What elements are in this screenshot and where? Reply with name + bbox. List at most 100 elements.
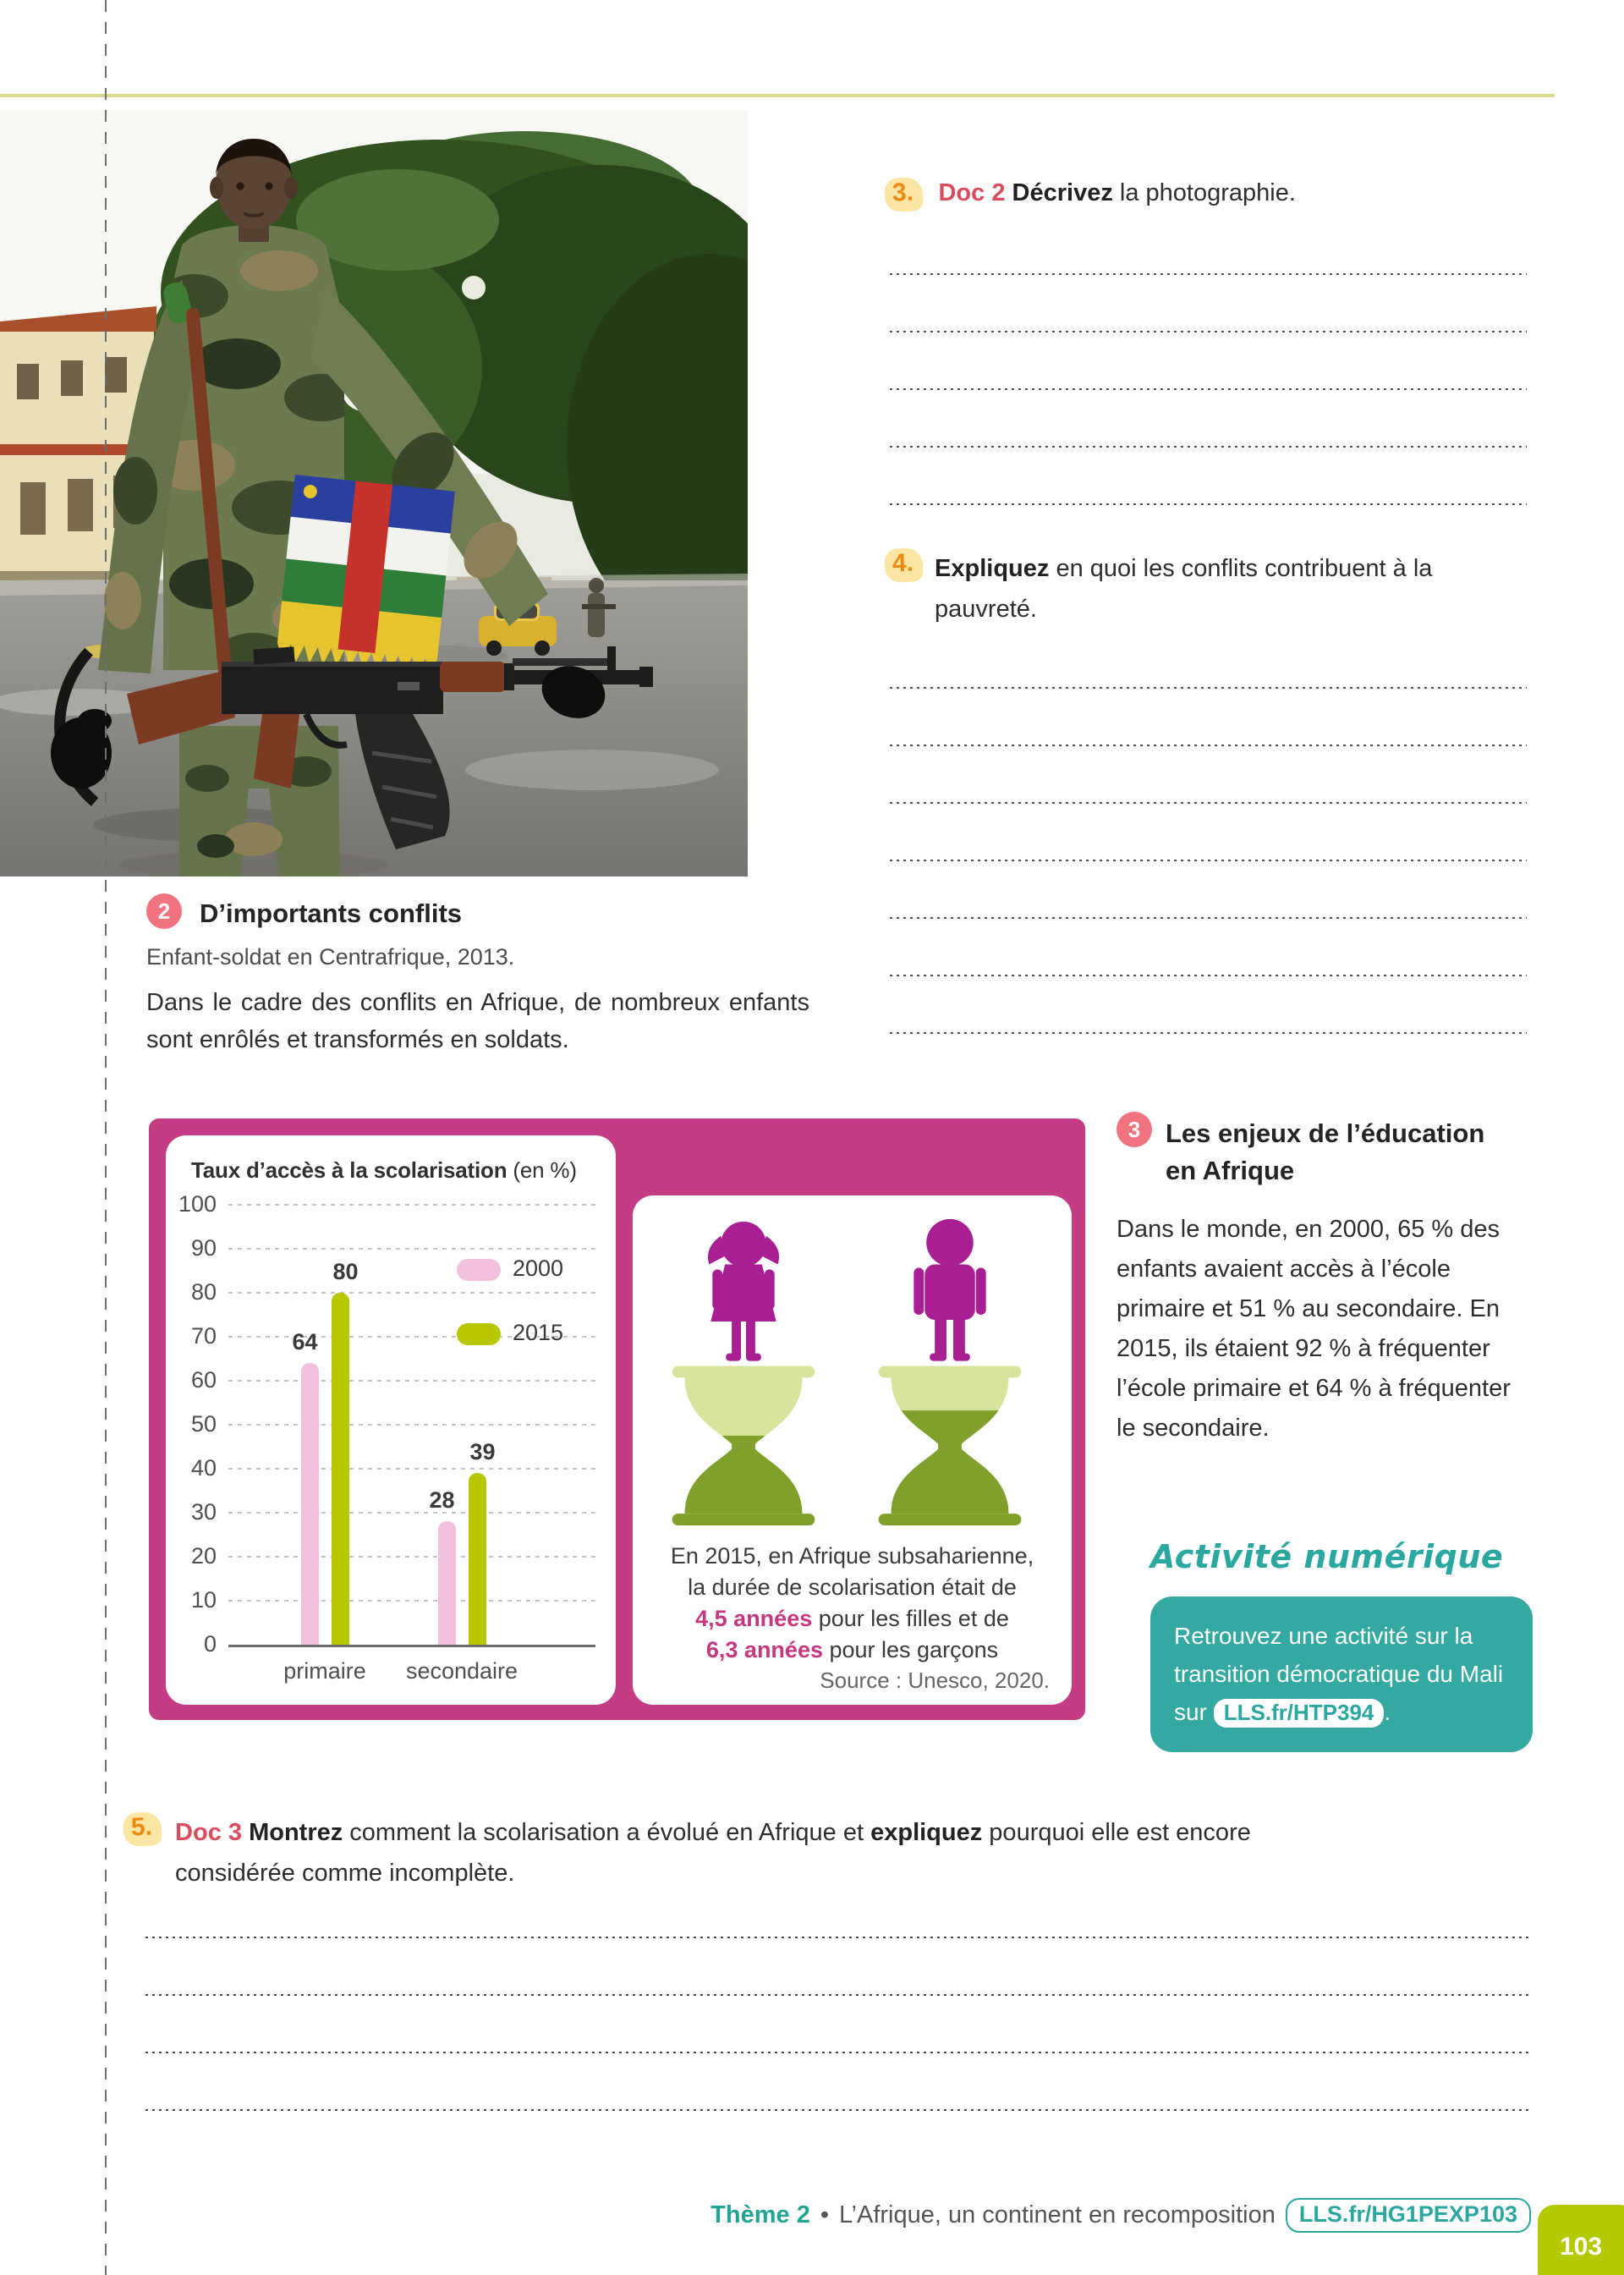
gridline: [228, 1512, 595, 1514]
y-tick-label: 30: [190, 1499, 217, 1525]
gridline: [228, 1204, 595, 1206]
girl-hourglass-icon: [672, 1221, 815, 1526]
category-label-secondaire: secondaire: [405, 1658, 518, 1684]
gridline: [228, 1292, 595, 1294]
doc3-body: Dans le monde, en 2000, 65 % des enfants…: [1116, 1216, 1511, 1442]
question-4-text: en quoi les conflits contribuent à la pa…: [935, 555, 1433, 623]
bar-2000-secondaire: [438, 1521, 456, 1645]
source-label: Source : Unesco, 2020.: [820, 1668, 1050, 1693]
y-tick-label: 100: [178, 1191, 217, 1217]
y-tick-label: 60: [190, 1367, 217, 1393]
question-4: 4. Expliquez en quoi les conflits contri…: [884, 547, 1476, 629]
picto-caption: En 2015, en Afrique subsaharienne, la du…: [633, 1541, 1072, 1666]
question-5-number-highlight: 5.: [123, 1811, 162, 1847]
bar-value-label: 64: [292, 1329, 318, 1355]
answer-line: [890, 388, 1527, 391]
doc3-title-line2: en Afrique: [1166, 1156, 1295, 1185]
answer-line: [145, 1937, 1531, 1939]
gridline: [228, 1424, 595, 1426]
question-5-text: pourquoi elle est encore considérée comm…: [175, 1819, 1251, 1887]
bar-2015-secondaire: [469, 1473, 486, 1645]
answer-line: [890, 503, 1527, 506]
question-3: 3. Doc 2 Décrivez la photographie.: [884, 173, 1296, 213]
footer-chapter-title: L’Afrique, un continent en recomposition: [839, 2201, 1276, 2228]
rifle: [54, 646, 653, 849]
answer-line: [145, 2052, 1531, 2054]
question-3-text: la photographie.: [1112, 179, 1296, 206]
picto-caption-line1: En 2015, en Afrique subsaharienne,: [670, 1543, 1034, 1569]
question-3-doc-ref: Doc 2: [938, 179, 1006, 206]
doc3-title: Les enjeux de l’éducation en Afrique: [1166, 1115, 1484, 1190]
question-5-doc-ref: Doc 3: [175, 1819, 243, 1846]
y-tick-label: 80: [190, 1279, 217, 1305]
category-label-primaire: primaire: [283, 1658, 366, 1684]
y-tick-label: 0: [203, 1631, 217, 1657]
activite-numerique-box: Retrouvez une activité sur la transition…: [1150, 1596, 1533, 1752]
question-4-number: 4.: [892, 548, 914, 578]
margin-dashed-line: [105, 0, 107, 2275]
gridline: [228, 1336, 595, 1338]
legend-swatch-2000: [457, 1259, 501, 1281]
answer-line: [890, 860, 1527, 862]
activite-link[interactable]: LLS.fr/HTP394: [1213, 1699, 1385, 1728]
photo-illustration: [0, 110, 748, 876]
chart-title: Taux d’accès à la scolarisation (en %): [191, 1157, 577, 1184]
gridline: [228, 1468, 595, 1470]
question-3-number-highlight: 3.: [884, 177, 924, 212]
answer-line: [890, 745, 1527, 747]
doc2-title: D’importants conflits: [200, 898, 463, 928]
question-5-number: 5.: [130, 1812, 153, 1842]
question-5-text-middle: comment la scolarisation a évolué en Afr…: [343, 1819, 871, 1846]
y-tick-label: 50: [190, 1411, 217, 1437]
question-5-verb: Montrez: [249, 1819, 343, 1846]
picto-girls-value: 4,5 années: [695, 1606, 813, 1631]
answer-line: [145, 1994, 1531, 1997]
picto-caption-line2: la durée de scolarisation était de: [688, 1574, 1017, 1600]
question-4-number-highlight: 4.: [884, 547, 924, 583]
answer-line: [890, 273, 1527, 276]
activite-text: Retrouvez une activité sur la transition…: [1174, 1623, 1504, 1725]
footer: Thème 2 • L’Afrique, un continent en rec…: [710, 2198, 1531, 2233]
bar-chart: 0 10 20 30 40 50 60 70 80 90 100 64 28 80 39: [166, 1135, 616, 1705]
gridline: [228, 1248, 595, 1250]
gridline: [228, 1380, 595, 1382]
y-tick-label: 70: [190, 1323, 217, 1349]
answer-lines-q4: [890, 687, 1527, 1090]
y-tick-label: 40: [190, 1455, 217, 1481]
picto-boys-value: 6,3 années: [705, 1637, 823, 1662]
picto-caption-line4: pour les garçons: [822, 1637, 999, 1662]
footer-bullet: •: [820, 2201, 829, 2228]
answer-line: [890, 975, 1527, 977]
legend-label-2000: 2000: [513, 1256, 564, 1281]
car-flag: [277, 475, 455, 677]
activite-text-end: .: [1384, 1699, 1391, 1725]
question-5-verb2: expliquez: [870, 1819, 983, 1846]
y-tick-label: 20: [190, 1543, 217, 1569]
doc3-picto-panel: En 2015, en Afrique subsaharienne, la du…: [633, 1195, 1072, 1705]
doc2-caption: Enfant-soldat en Centrafrique, 2013.: [146, 944, 515, 970]
answer-line: [890, 802, 1527, 805]
answer-line: [890, 446, 1527, 448]
footer-link[interactable]: LLS.fr/HG1PEXP103: [1285, 2198, 1531, 2233]
chart-title-unit: (en %): [507, 1157, 577, 1183]
picto-caption-line3: pour les filles et de: [812, 1606, 1009, 1631]
chart-title-bold: Taux d’accès à la scolarisation: [191, 1157, 508, 1183]
question-5: 5. Doc 3 Montrez comment la scolarisatio…: [123, 1811, 1376, 1893]
x-axis: [228, 1645, 595, 1647]
doc2-badge: 2: [146, 893, 182, 929]
bar-2000-primaire: [301, 1363, 319, 1645]
gridline: [228, 1600, 595, 1602]
bar-2015-primaire: [332, 1293, 349, 1645]
answer-line: [890, 917, 1527, 920]
legend-label-2015: 2015: [513, 1320, 564, 1345]
bar-value-label: 39: [469, 1439, 496, 1465]
doc3-chart-panel: Taux d’accès à la scolarisation (en %) 0…: [166, 1135, 616, 1705]
y-tick-label: 90: [190, 1235, 217, 1261]
question-4-verb: Expliquez: [935, 555, 1050, 582]
child-soldier-photo: [0, 110, 748, 876]
doc3-title-line1: Les enjeux de l’éducation: [1166, 1118, 1485, 1148]
doc2-description: Dans le cadre des conflits en Afrique, d…: [146, 989, 809, 1053]
answer-line: [890, 1032, 1527, 1035]
boy-hourglass-icon: [878, 1218, 1022, 1526]
